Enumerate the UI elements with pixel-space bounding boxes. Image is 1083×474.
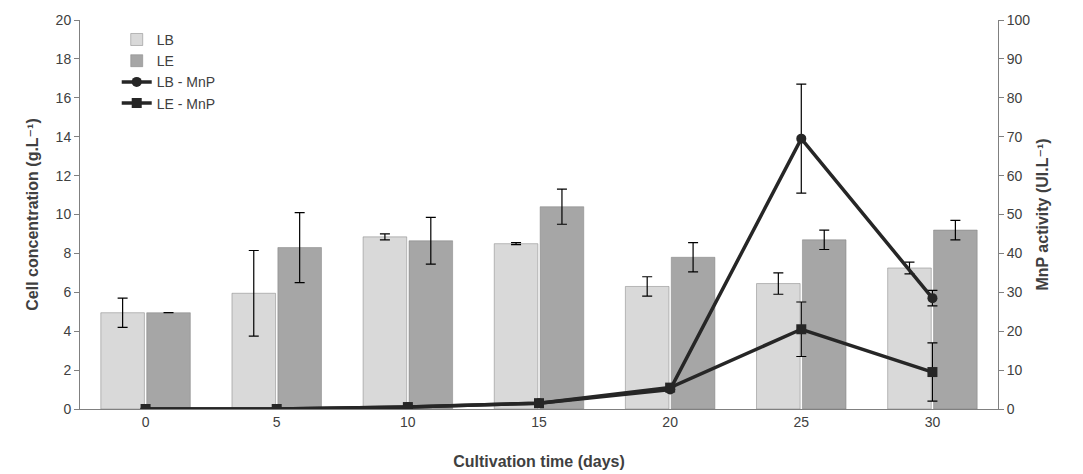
svg-text:100: 100 — [1007, 12, 1031, 28]
svg-text:0: 0 — [1007, 401, 1015, 417]
svg-text:80: 80 — [1007, 90, 1023, 106]
svg-text:4: 4 — [63, 323, 71, 339]
svg-text:18: 18 — [56, 51, 72, 67]
svg-text:0: 0 — [63, 401, 71, 417]
svg-text:2: 2 — [63, 362, 71, 378]
svg-text:10: 10 — [1007, 362, 1023, 378]
svg-text:10: 10 — [56, 206, 72, 222]
svg-text:30: 30 — [925, 414, 941, 430]
svg-text:LE: LE — [157, 53, 174, 69]
svg-text:6: 6 — [63, 284, 71, 300]
svg-text:20: 20 — [56, 12, 72, 28]
svg-text:LE - MnP: LE - MnP — [157, 96, 215, 112]
svg-text:30: 30 — [1007, 284, 1023, 300]
svg-text:5: 5 — [273, 414, 281, 430]
svg-text:50: 50 — [1007, 206, 1023, 222]
svg-text:16: 16 — [56, 90, 72, 106]
svg-text:10: 10 — [400, 414, 416, 430]
svg-text:40: 40 — [1007, 245, 1023, 261]
svg-text:Cell concentration (g.L⁻¹): Cell concentration (g.L⁻¹) — [24, 118, 41, 310]
svg-text:14: 14 — [56, 129, 72, 145]
svg-text:25: 25 — [794, 414, 810, 430]
svg-text:0: 0 — [142, 414, 150, 430]
svg-text:MnP activity (UI.L⁻¹): MnP activity (UI.L⁻¹) — [1034, 138, 1051, 290]
svg-text:LB - MnP: LB - MnP — [157, 74, 215, 90]
svg-text:15: 15 — [531, 414, 547, 430]
svg-text:70: 70 — [1007, 129, 1023, 145]
svg-text:20: 20 — [662, 414, 678, 430]
svg-text:90: 90 — [1007, 51, 1023, 67]
svg-text:20: 20 — [1007, 323, 1023, 339]
svg-text:Cultivation time (days): Cultivation time (days) — [453, 453, 625, 470]
svg-text:12: 12 — [56, 168, 72, 184]
svg-text:60: 60 — [1007, 168, 1023, 184]
svg-text:LB: LB — [157, 32, 174, 48]
svg-text:8: 8 — [63, 245, 71, 261]
